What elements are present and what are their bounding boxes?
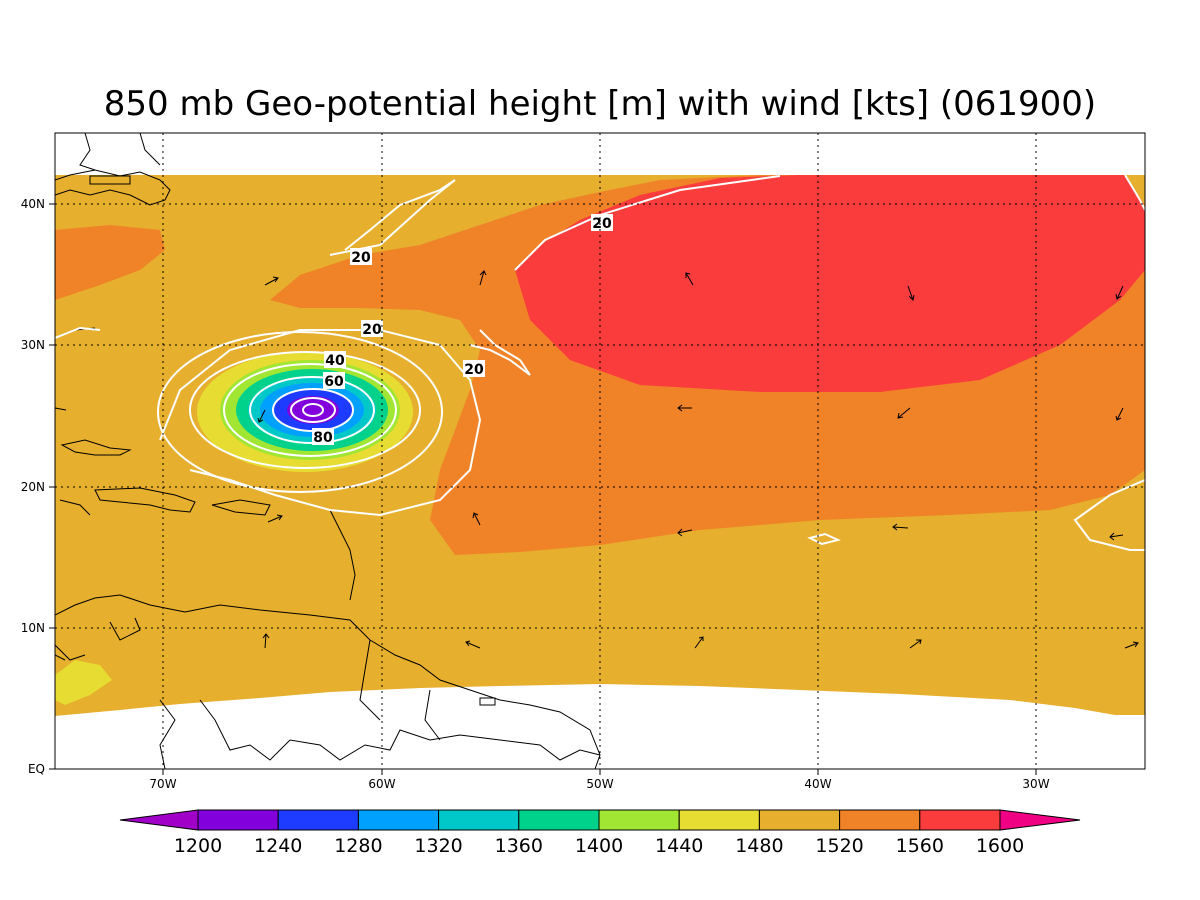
colorbar-segment <box>839 809 921 831</box>
colorbar-high-extension <box>999 809 1081 831</box>
colorbar-level-label: 1600 <box>976 835 1024 857</box>
field-1520-1560-west <box>55 225 165 300</box>
plot-area: 20 20 20 20 40 60 80 <box>49 132 1146 775</box>
colorbar-level-label: 1280 <box>334 835 382 857</box>
tick-marks <box>49 203 1037 775</box>
contour-label: 80 <box>313 430 333 446</box>
colorbar-segment <box>598 809 680 831</box>
colorbar-level-label: 1400 <box>575 835 623 857</box>
colorbar-level-label: 1240 <box>254 835 302 857</box>
colorbar-level-label: 1560 <box>896 835 944 857</box>
colorbar: 1200 1240 1280 1320 1360 1400 1440 1480 1520 1560… <box>119 809 1081 857</box>
colorbar-segment <box>758 809 841 831</box>
field-1440-1480-sw <box>55 660 112 705</box>
contour-label: 60 <box>324 374 344 390</box>
lat-axis: EQ 10N 20N 30N 40N <box>21 197 45 776</box>
lat-tick-label: 30N <box>21 338 45 352</box>
lon-tick-label: 50W <box>586 777 613 791</box>
lat-tick-label: 20N <box>21 480 45 494</box>
field-1560-1600 <box>515 175 1145 392</box>
contour-label: 20 <box>351 250 371 266</box>
contour-label: 20 <box>362 322 382 338</box>
colorbar-level-label: 1200 <box>174 835 222 857</box>
colorbar-segment <box>678 809 760 831</box>
graticule <box>55 133 1145 769</box>
colorbar-level-label: 1440 <box>655 835 703 857</box>
contour-label: 20 <box>464 362 484 378</box>
colorbar-segment <box>357 809 440 831</box>
colorbar-level-label: 1480 <box>735 835 783 857</box>
colorbar-level-label: 1520 <box>815 835 863 857</box>
lon-axis: 70W 60W 50W 40W 30W <box>149 777 1049 791</box>
lat-tick-label: EQ <box>28 762 45 776</box>
wind-vectors <box>55 270 1139 661</box>
lon-tick-label: 60W <box>368 777 395 791</box>
cyclone-core <box>287 396 339 424</box>
contour-labels: 20 20 20 20 40 60 80 <box>312 214 613 446</box>
colorbar-segment <box>919 809 1001 831</box>
lat-tick-label: 10N <box>21 621 45 635</box>
lon-tick-label: 40W <box>804 777 831 791</box>
contour-label: 40 <box>325 353 345 369</box>
colorbar-segment <box>197 809 279 831</box>
colorbar-low-extension <box>119 809 199 831</box>
contour-label: 20 <box>592 216 612 232</box>
colorbar-segment <box>518 809 600 831</box>
colorbar-level-label: 1360 <box>495 835 543 857</box>
colorbar-segment <box>277 809 359 831</box>
lon-tick-label: 30W <box>1022 777 1049 791</box>
lat-tick-label: 40N <box>21 197 45 211</box>
lon-tick-label: 70W <box>149 777 176 791</box>
colorbar-level-label: 1320 <box>414 835 462 857</box>
colorbar-segment <box>438 809 520 831</box>
figure-title: 850 mb Geo-potential height [m] with win… <box>104 84 1096 124</box>
